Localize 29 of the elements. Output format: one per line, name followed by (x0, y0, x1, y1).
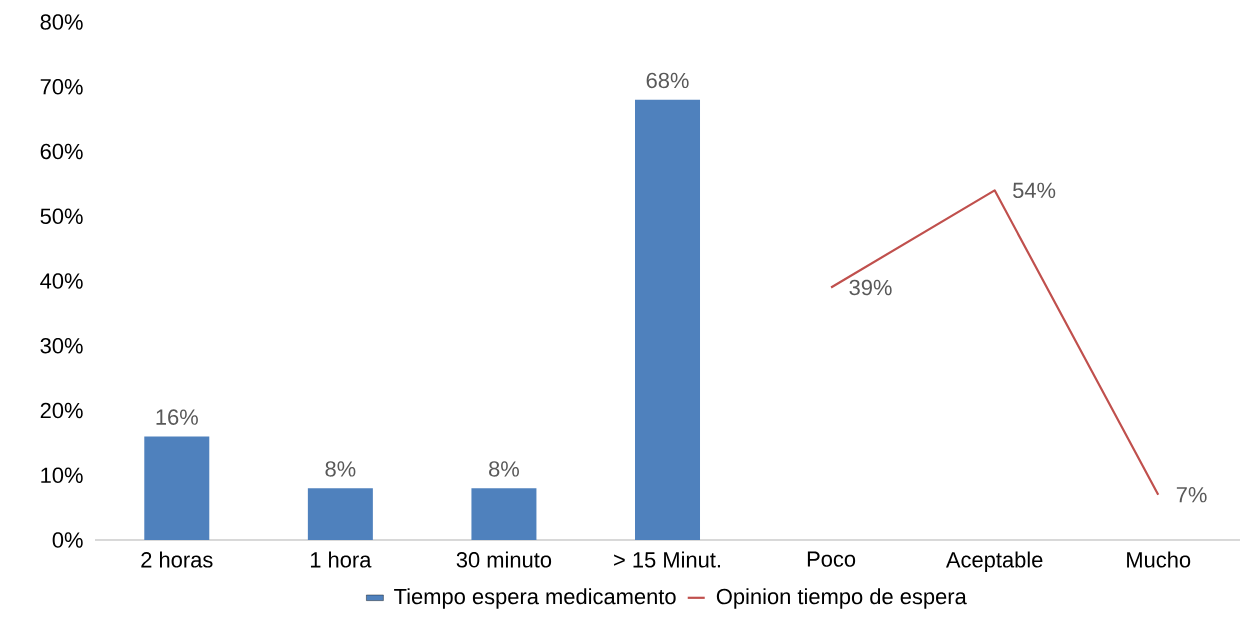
x-tick-label: Poco (807, 551, 856, 567)
bar (471, 488, 537, 540)
x-tick-label: > 15 Minut. (614, 551, 720, 568)
bar (144, 436, 210, 540)
legend-label: Tiempo espera medicamento (394, 588, 676, 609)
data-label: 54% (1013, 182, 1056, 199)
x-tick-label: 2 horas (141, 551, 213, 568)
data-label: 8% (325, 461, 356, 477)
bar (635, 99, 701, 540)
x-tick-label: Mucho (1127, 551, 1191, 568)
y-tick-label: 20% (40, 402, 83, 419)
y-tick-label: 60% (40, 143, 83, 160)
y-tick-label: 40% (40, 273, 83, 289)
data-label: 8% (489, 461, 519, 477)
x-tick-label: 30 minuto (456, 551, 552, 568)
data-label: 39% (849, 279, 892, 296)
x-tick-label: Aceptable (945, 551, 1043, 572)
y-tick-label: 50% (40, 208, 83, 225)
data-label: 7% (1176, 487, 1207, 503)
legend-label: Opinion tiempo de espera (716, 588, 967, 609)
x-tick-label: 1 hora (310, 551, 372, 568)
y-tick-label: 80% (40, 14, 83, 30)
bar (307, 488, 373, 540)
y-tick-label: 30% (40, 337, 83, 354)
data-label: 16% (156, 409, 198, 425)
y-tick-label: 70% (40, 78, 83, 95)
y-tick-label: 10% (41, 467, 83, 484)
data-label: 68% (646, 72, 689, 89)
y-tick-label: 0% (52, 532, 83, 548)
